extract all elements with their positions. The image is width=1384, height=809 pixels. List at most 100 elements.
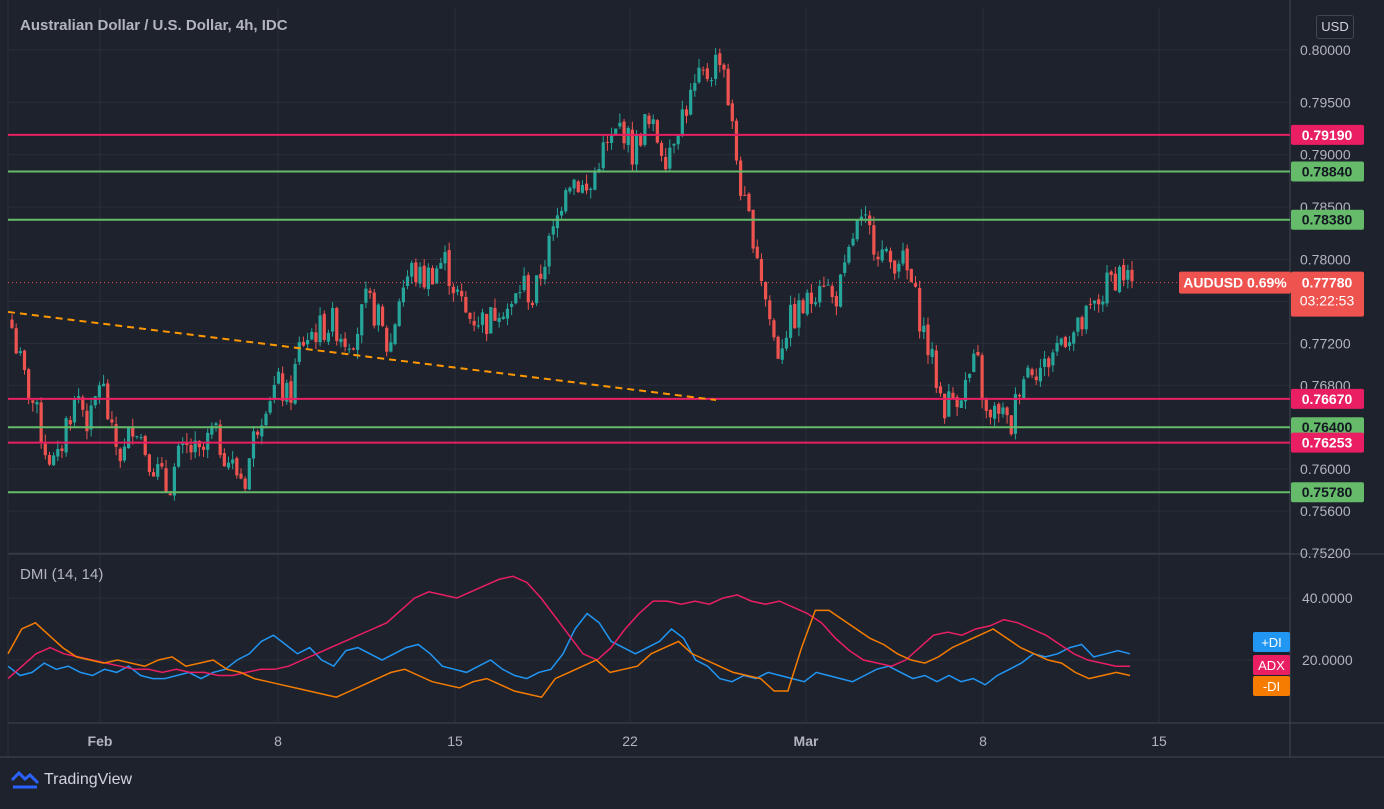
candle-body xyxy=(443,252,447,264)
candle-body xyxy=(884,248,888,252)
candle-body xyxy=(805,292,809,315)
candle-body xyxy=(372,292,376,326)
tradingview-logo-icon xyxy=(10,770,40,789)
candle-body xyxy=(264,413,268,426)
price-tick-label: 0.77200 xyxy=(1300,335,1351,351)
time-tick-label: 15 xyxy=(447,733,463,749)
candle-body xyxy=(943,393,947,419)
candle-body xyxy=(314,332,318,343)
candle-body xyxy=(793,303,797,329)
candle-body xyxy=(1122,264,1126,281)
candle-body xyxy=(826,284,830,286)
candle-body xyxy=(418,266,422,284)
candle-body xyxy=(1072,332,1076,344)
candle-body xyxy=(818,286,822,303)
candle-body xyxy=(147,454,151,473)
candle-body xyxy=(1092,300,1097,304)
price-line-label: 0.76400 xyxy=(1291,417,1364,438)
candle-body xyxy=(630,129,634,165)
candle-body xyxy=(593,171,597,190)
candle-body xyxy=(947,391,951,417)
candle-body xyxy=(872,225,876,255)
candle-body xyxy=(89,405,93,430)
candle-body xyxy=(218,424,222,456)
candle-body xyxy=(135,436,139,438)
candle-body xyxy=(297,342,301,362)
candle-body xyxy=(668,147,672,169)
candle-body xyxy=(447,250,451,286)
candle-body xyxy=(784,337,789,349)
candle-body xyxy=(235,458,239,476)
candle-body xyxy=(605,142,609,144)
time-tick-label: 15 xyxy=(1151,733,1167,749)
candle-body xyxy=(772,320,776,338)
candle-body xyxy=(859,216,863,221)
symbol-badge-bg xyxy=(1179,271,1291,294)
candle-body xyxy=(197,440,201,448)
candle-body xyxy=(414,262,418,283)
candle-body xyxy=(572,179,576,189)
candle-body xyxy=(85,410,89,432)
candle-body xyxy=(422,265,426,288)
candle-body xyxy=(1117,266,1122,293)
series-di-line xyxy=(7,612,1131,686)
candle-body xyxy=(739,160,743,196)
candle-body xyxy=(980,355,984,401)
series-di-line xyxy=(7,609,1131,699)
candle-body xyxy=(655,120,659,143)
indicator-legend-badge: -DI xyxy=(1253,676,1290,696)
candle-body xyxy=(285,382,289,402)
candle-body xyxy=(938,386,943,394)
candle-body xyxy=(647,115,651,125)
candle-body xyxy=(843,262,847,273)
candle-body xyxy=(43,443,47,456)
candle-body xyxy=(426,267,430,290)
candle-body xyxy=(639,134,643,146)
candle-body xyxy=(1059,338,1063,345)
series-adx-line xyxy=(7,575,1130,680)
candle-body xyxy=(360,304,364,336)
candle-body xyxy=(559,210,564,216)
candle-body xyxy=(401,287,405,303)
candle-body xyxy=(730,103,734,122)
candle-body xyxy=(988,409,993,418)
candle-body xyxy=(1105,272,1109,304)
candle-body xyxy=(664,156,668,170)
candle-body xyxy=(897,263,901,272)
candle-body xyxy=(809,292,814,304)
currency-selector[interactable]: USD xyxy=(1316,15,1354,39)
candle-body xyxy=(460,290,464,297)
candle-body xyxy=(122,446,127,461)
indicator-title[interactable]: DMI (14, 14) xyxy=(20,566,104,583)
candle-body xyxy=(863,214,868,216)
candle-body xyxy=(151,472,156,477)
candle-body xyxy=(722,64,726,70)
candle-body xyxy=(930,349,934,357)
brand-footer[interactable]: TradingView xyxy=(10,770,132,790)
candle-body xyxy=(597,169,601,172)
candle-body xyxy=(351,348,356,350)
candle-body xyxy=(976,351,980,356)
price-line-label: 0.76253 xyxy=(1291,432,1364,453)
candle-body xyxy=(201,446,206,450)
candle-body xyxy=(876,256,880,260)
candle-body xyxy=(551,226,555,235)
candle-body xyxy=(206,432,210,450)
candle-body xyxy=(126,426,131,449)
candle-body xyxy=(676,135,680,145)
candle-body xyxy=(764,281,768,300)
candle-body xyxy=(52,455,56,466)
candle-body xyxy=(838,274,843,307)
price-tick-label: 0.78000 xyxy=(1300,252,1351,268)
countdown-timer: 03:22:53 xyxy=(1300,293,1355,309)
candle-body xyxy=(747,193,751,212)
candle-body xyxy=(35,402,39,405)
candle-body xyxy=(918,288,922,332)
candle-body xyxy=(963,379,968,402)
candle-body xyxy=(1017,395,1022,397)
price-tick-label: 0.79000 xyxy=(1300,147,1351,163)
indicator-tick-label: 20.0000 xyxy=(1302,652,1353,668)
